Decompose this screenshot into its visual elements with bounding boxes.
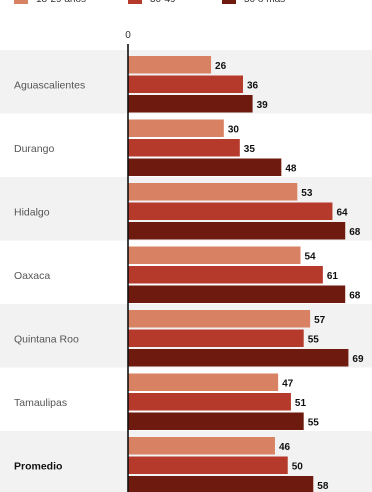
category-label: Quintana Roo (14, 333, 79, 345)
data-label: 61 (327, 271, 339, 282)
bar (128, 310, 311, 328)
bar (128, 329, 304, 347)
bar (128, 56, 212, 74)
bar (128, 373, 279, 391)
legend-swatch-3 (222, 0, 236, 4)
category-label: Promedio (14, 460, 62, 472)
legend-label-1: 18-29 años (36, 0, 86, 5)
category-label: Aguascalientes (14, 79, 85, 91)
bar (128, 158, 282, 176)
data-label: 64 (336, 207, 348, 218)
data-label: 36 (247, 80, 259, 91)
bar (128, 285, 346, 303)
data-label: 54 (305, 251, 317, 262)
bar (128, 412, 304, 430)
bar (128, 119, 224, 137)
bar (128, 266, 323, 284)
data-label: 51 (295, 398, 307, 409)
data-label: 48 (285, 163, 297, 174)
bar (128, 75, 243, 93)
bar (128, 246, 301, 264)
data-label: 50 (292, 461, 304, 472)
data-label: 53 (301, 188, 313, 199)
data-label: 57 (314, 315, 326, 326)
category-label: Oaxaca (14, 270, 50, 282)
bar (128, 393, 291, 411)
data-label: 58 (317, 481, 329, 492)
data-label: 69 (352, 354, 364, 365)
legend-swatch-1 (14, 0, 28, 4)
data-label: 55 (308, 334, 320, 345)
data-label: 30 (228, 124, 240, 135)
bar (128, 95, 253, 113)
legend-label-3: 50 o más (244, 0, 285, 5)
legend-swatch-2 (128, 0, 142, 4)
data-label: 68 (349, 290, 361, 301)
data-label: 55 (308, 417, 320, 428)
data-label: 35 (244, 144, 256, 155)
bar (128, 476, 314, 492)
bar (128, 222, 346, 240)
bar (128, 202, 333, 220)
bar (128, 349, 349, 367)
category-label: Durango (14, 143, 54, 155)
bar (128, 437, 275, 455)
bar (128, 183, 298, 201)
data-label: 39 (257, 100, 269, 111)
data-label: 26 (215, 61, 227, 72)
category-label: Tamaulipas (14, 397, 67, 409)
bar (128, 139, 240, 157)
data-label: 47 (282, 378, 294, 389)
data-label: 46 (279, 442, 291, 453)
x-tick-label: 0 (125, 30, 131, 41)
category-label: Hidalgo (14, 206, 50, 218)
data-label: 68 (349, 227, 361, 238)
bar (128, 456, 288, 474)
legend-label-2: 30-49 (150, 0, 176, 5)
